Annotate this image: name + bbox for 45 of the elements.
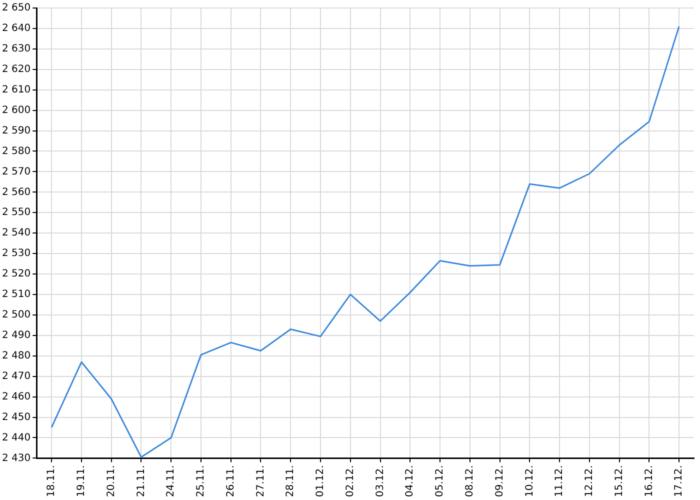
x-tick-label: 27.11.	[255, 465, 266, 498]
y-tick-label: 2 560	[2, 186, 31, 198]
x-tick-label: 01.12.	[315, 465, 326, 498]
x-tick-label: 26.11.	[225, 465, 236, 498]
y-tick-label: 2 600	[2, 104, 31, 116]
y-tick-label: 2 540	[2, 228, 31, 239]
y-tick-label: 2 440	[2, 432, 31, 444]
x-tick-label: 10.12.	[524, 465, 536, 498]
y-tick-label: 2 500	[2, 310, 31, 321]
y-tick-label: 2 480	[2, 350, 31, 362]
x-tick-label: 20.11.	[106, 465, 117, 498]
x-tick-label: 03.12.	[374, 465, 386, 498]
x-tick-label: 17.12.	[674, 465, 685, 498]
x-tick-label: 09.12.	[494, 465, 506, 498]
y-tick-label: 2 630	[2, 44, 31, 55]
x-tick-label: 21.11.	[136, 465, 147, 498]
y-tick-label: 2 530	[2, 248, 31, 260]
x-tick-label: 02.12.	[344, 465, 356, 498]
x-tick-label: 04.12.	[404, 465, 416, 498]
y-tick-label: 2 460	[2, 391, 31, 402]
y-tick-label: 2 640	[2, 23, 31, 34]
y-tick-label: 2 650	[2, 2, 31, 14]
y-tick-label: 2 520	[2, 268, 31, 280]
y-tick-label: 2 510	[2, 289, 31, 300]
x-tick-label: 19.11.	[76, 465, 88, 498]
x-tick-label: 25.11.	[196, 465, 207, 498]
x-tick-label: 11.12.	[554, 465, 566, 498]
y-tick-label: 2 590	[2, 125, 31, 136]
y-tick-label: 2 570	[2, 166, 31, 178]
x-tick-label: 28.11.	[285, 465, 296, 498]
x-tick-label: 16.12.	[644, 465, 655, 498]
x-tick-label: 12.12.	[584, 465, 596, 498]
y-tick-label: 2 610	[2, 84, 31, 96]
y-tick-label: 2 620	[2, 64, 31, 75]
x-tick-label: 08.12.	[464, 465, 476, 498]
y-tick-label: 2 470	[2, 370, 31, 382]
x-tick-label: 05.12.	[434, 465, 446, 498]
y-tick-label: 2 450	[2, 412, 31, 423]
x-tick-label: 18.11.	[46, 465, 58, 498]
x-tick-label: 15.12.	[614, 465, 625, 498]
y-tick-label: 2 430	[2, 452, 31, 464]
y-tick-label: 2 490	[2, 330, 31, 342]
x-tick-label: 24.11.	[166, 465, 177, 498]
y-tick-label: 2 550	[2, 207, 31, 218]
y-tick-label: 2 580	[2, 146, 31, 157]
